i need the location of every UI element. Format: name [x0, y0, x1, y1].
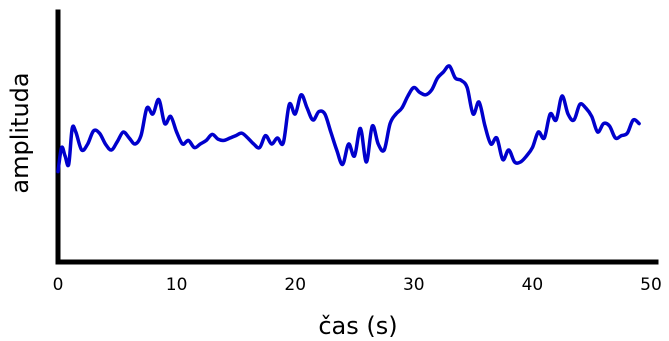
x-tick-label: 40 — [522, 275, 544, 295]
x-tick-label: 50 — [640, 275, 662, 295]
x-tick-label: 0 — [53, 275, 64, 295]
y-axis-title: amplituda — [6, 72, 34, 193]
x-tick-label: 10 — [166, 275, 188, 295]
series-line — [56, 64, 641, 174]
x-tick-labels: 0 10 20 30 40 50 — [53, 275, 662, 295]
x-tick-label: 30 — [403, 275, 425, 295]
x-tick-label: 20 — [284, 275, 306, 295]
x-axis-title: čas (s) — [318, 312, 397, 340]
